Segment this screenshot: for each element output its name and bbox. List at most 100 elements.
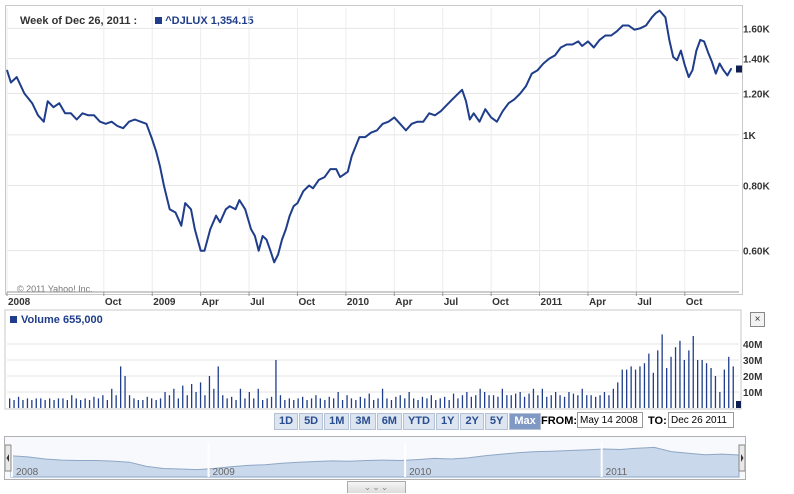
volume-bar: [719, 392, 721, 408]
volume-bar: [661, 334, 663, 408]
range-button-3m[interactable]: 3M: [350, 413, 376, 430]
price-data-point: [399, 123, 401, 125]
volume-bar: [315, 395, 317, 408]
volume-bar: [506, 395, 508, 408]
range-button-ytd[interactable]: YTD: [402, 413, 435, 430]
price-data-point: [422, 121, 424, 123]
price-data-point: [64, 112, 66, 114]
range-button-6m[interactable]: 6M: [376, 413, 402, 430]
price-data-point: [699, 39, 701, 41]
volume-bar: [714, 376, 717, 408]
volume-bar: [146, 396, 148, 408]
volume-bar: [341, 400, 344, 408]
series-last-value: 1,354.15: [210, 15, 254, 27]
volume-bar: [501, 388, 503, 408]
price-y-tick-label: 1K: [743, 131, 757, 142]
volume-bar: [226, 398, 228, 408]
volume-bar: [568, 392, 570, 408]
range-button-2y[interactable]: 2Y: [460, 413, 484, 430]
volume-bar: [186, 395, 188, 408]
price-data-point: [387, 121, 390, 123]
volume-bar: [426, 398, 428, 408]
price-data-point: [70, 112, 72, 114]
volume-bar: [133, 398, 135, 408]
range-button-1m[interactable]: 1M: [324, 413, 350, 430]
price-data-point: [174, 211, 177, 214]
price-data-point: [229, 205, 231, 207]
range-navigator[interactable]: 2008 2009 2010 2011: [4, 436, 746, 480]
price-y-tick-label: 0.60K: [743, 247, 770, 258]
price-x-tick-label: 2010: [347, 297, 370, 308]
volume-bar: [293, 400, 295, 408]
range-button-5y[interactable]: 5Y: [484, 413, 509, 430]
range-button-1y[interactable]: 1Y: [435, 413, 460, 430]
price-data-point: [159, 165, 161, 168]
volume-bar: [328, 396, 330, 408]
price-data-point: [707, 51, 709, 53]
price-data-point: [616, 30, 618, 32]
price-data-point: [225, 208, 227, 210]
volume-y-tick-label: 10M: [743, 388, 762, 399]
price-data-point: [542, 62, 545, 65]
volume-bar: [35, 398, 37, 408]
volume-bar: [523, 396, 526, 408]
price-data-point: [469, 118, 471, 121]
price-data-point: [277, 253, 279, 256]
price-data-point: [308, 184, 310, 187]
price-x-tick-label: 2009: [153, 297, 176, 308]
price-data-point: [684, 64, 686, 66]
volume-bar: [40, 398, 42, 408]
price-data-point: [560, 46, 562, 49]
price-data-point: [16, 76, 18, 78]
volume-bar: [444, 396, 446, 408]
price-data-point: [134, 118, 136, 121]
price-data-point: [531, 73, 533, 75]
price-data-point: [347, 171, 349, 173]
week-label: Week of Dec 26, 2011 :: [20, 15, 138, 27]
price-data-point: [87, 114, 89, 116]
price-data-point: [405, 129, 407, 131]
price-data-point: [339, 176, 341, 178]
volume-bar: [697, 360, 699, 408]
price-data-point: [655, 12, 657, 14]
price-data-point: [703, 40, 705, 43]
volume-bar: [457, 398, 459, 408]
volume-bar: [337, 392, 339, 408]
volume-bar: [155, 400, 157, 408]
price-data-point: [43, 121, 45, 123]
price-data-point: [200, 250, 202, 252]
navigator-grip-handle[interactable]: ⌄⌄⌄: [347, 481, 406, 493]
volume-bar: [417, 400, 419, 408]
price-data-point: [548, 57, 550, 60]
volume-bar: [151, 398, 153, 408]
volume-bar: [195, 392, 197, 408]
range-button-max[interactable]: Max: [509, 413, 541, 430]
volume-bar: [177, 398, 179, 408]
volume-bar: [26, 398, 29, 408]
copyright-text: © 2011 Yahoo! Inc.: [17, 284, 93, 294]
volume-bar: [142, 400, 144, 408]
volume-bar: [515, 393, 517, 408]
price-data-point: [190, 208, 192, 210]
price-data-point: [6, 69, 8, 71]
to-date-input[interactable]: [668, 412, 734, 428]
from-date-input[interactable]: [577, 412, 643, 428]
volume-bar: [324, 400, 326, 408]
price-x-tick-label: 2008: [8, 297, 31, 308]
volume-bar: [62, 398, 64, 408]
range-button-1d[interactable]: 1D: [274, 413, 299, 430]
price-data-point: [455, 94, 457, 97]
price-x-tick-label: Oct: [686, 297, 703, 308]
price-data-point: [122, 127, 124, 129]
price-data-point: [273, 261, 275, 263]
price-data-point: [507, 102, 510, 104]
close-volume-button[interactable]: ×: [750, 312, 765, 327]
range-button-5d[interactable]: 5D: [299, 413, 324, 430]
price-data-point: [581, 45, 583, 47]
volume-bar: [599, 395, 601, 408]
volume-bar: [581, 388, 583, 408]
volume-legend-swatch: [10, 316, 17, 323]
volume-bar: [199, 382, 202, 408]
volume-bar: [679, 340, 681, 408]
